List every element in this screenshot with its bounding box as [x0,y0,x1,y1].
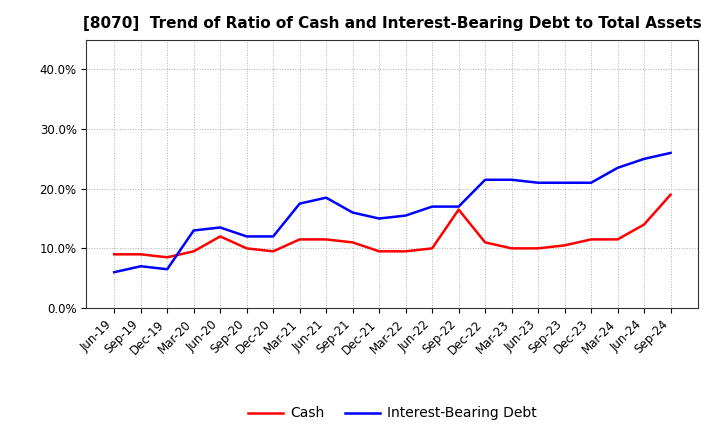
Interest-Bearing Debt [189,228,198,233]
Interest-Bearing Debt [322,195,330,200]
Interest-Bearing Debt [481,177,490,183]
Interest-Bearing Debt [136,264,145,269]
Cash [243,246,251,251]
Line: Interest-Bearing Debt: Interest-Bearing Debt [114,153,670,272]
Cash [216,234,225,239]
Interest-Bearing Debt [640,156,649,161]
Cash [269,249,277,254]
Cash [587,237,595,242]
Cash [348,240,357,245]
Cash [375,249,384,254]
Interest-Bearing Debt [534,180,542,185]
Interest-Bearing Debt [295,201,304,206]
Line: Cash: Cash [114,194,670,257]
Cash [189,249,198,254]
Cash [110,252,119,257]
Interest-Bearing Debt [269,234,277,239]
Interest-Bearing Debt [666,150,675,156]
Cash [640,222,649,227]
Title: [8070]  Trend of Ratio of Cash and Interest-Bearing Debt to Total Assets: [8070] Trend of Ratio of Cash and Intere… [83,16,702,32]
Cash [666,192,675,197]
Cash [401,249,410,254]
Legend: Cash, Interest-Bearing Debt: Cash, Interest-Bearing Debt [243,401,542,426]
Interest-Bearing Debt [613,165,622,170]
Cash [163,255,171,260]
Cash [295,237,304,242]
Cash [322,237,330,242]
Cash [534,246,542,251]
Interest-Bearing Debt [401,213,410,218]
Cash [508,246,516,251]
Interest-Bearing Debt [375,216,384,221]
Interest-Bearing Debt [348,210,357,215]
Interest-Bearing Debt [560,180,569,185]
Interest-Bearing Debt [454,204,463,209]
Interest-Bearing Debt [216,225,225,230]
Interest-Bearing Debt [243,234,251,239]
Interest-Bearing Debt [163,267,171,272]
Cash [560,243,569,248]
Interest-Bearing Debt [587,180,595,185]
Interest-Bearing Debt [508,177,516,183]
Interest-Bearing Debt [110,270,119,275]
Cash [481,240,490,245]
Cash [428,246,436,251]
Cash [613,237,622,242]
Cash [136,252,145,257]
Cash [454,207,463,212]
Interest-Bearing Debt [428,204,436,209]
